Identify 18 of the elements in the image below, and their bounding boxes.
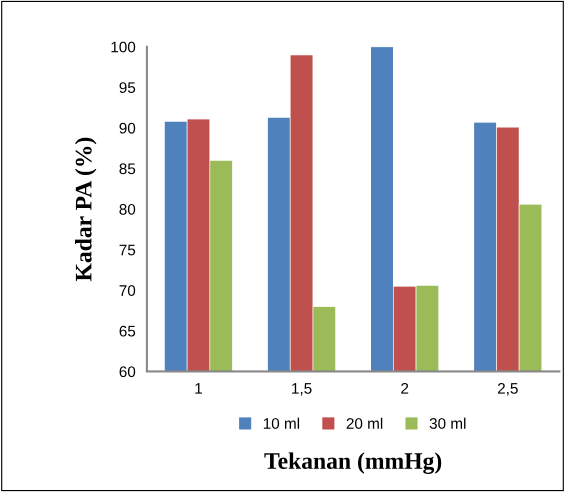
legend-label: 30 ml — [430, 418, 466, 429]
y-tick-label: 70 — [120, 285, 136, 296]
x-tick-label: 2 — [401, 382, 408, 394]
y-tick-label: 90 — [120, 122, 136, 134]
x-axis-title: Tekanan (mmHg) — [264, 452, 442, 474]
x-tick-label: 1,5 — [292, 383, 312, 396]
legend-label: 10 ml — [264, 418, 300, 429]
y-tick-label: 95 — [120, 82, 136, 94]
x-tick-label: 1 — [195, 383, 202, 394]
y-tick-label: 80 — [119, 204, 136, 215]
legend-label: 20 ml — [346, 418, 382, 429]
y-tick-label: 85 — [119, 163, 136, 174]
y-tick-label: 65 — [120, 326, 136, 337]
y-tick-label: 100 — [111, 42, 136, 52]
y-tick-label: 75 — [120, 244, 136, 256]
y-tick-label: 60 — [120, 366, 136, 378]
y-axis-title: Kadar PA (%) — [75, 138, 96, 282]
x-tick-label: 2,5 — [498, 382, 518, 396]
